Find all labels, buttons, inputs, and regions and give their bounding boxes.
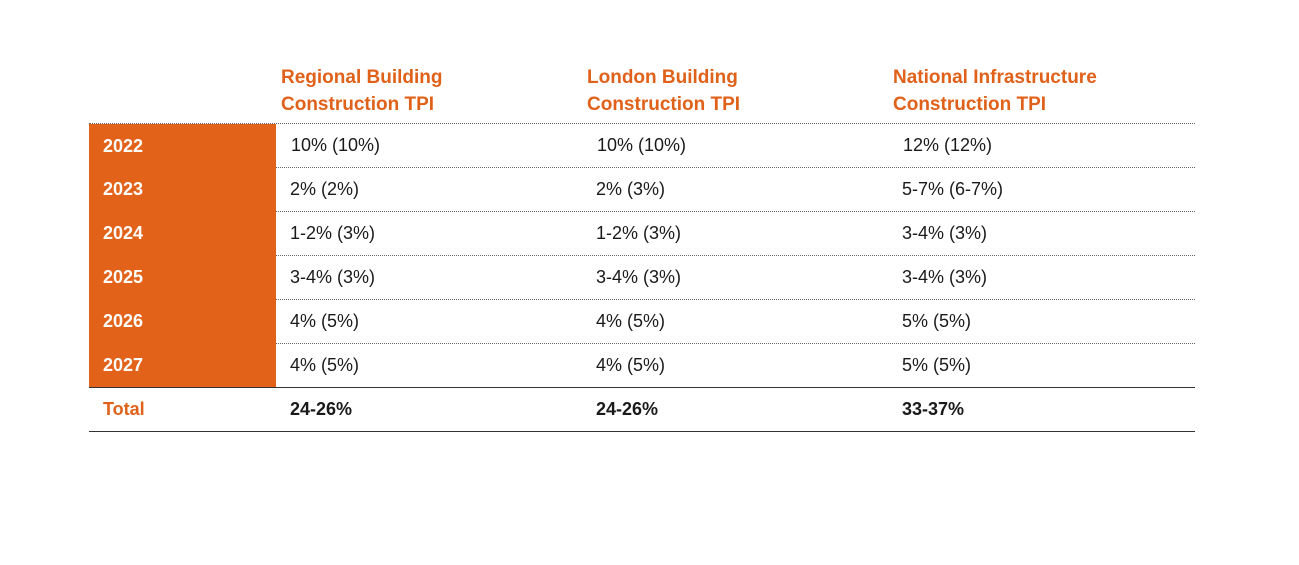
column-header-line: Construction TPI: [281, 94, 435, 115]
year-cell: 2023: [89, 167, 276, 212]
value-cell: 5-7% (6-7%): [902, 179, 1004, 199]
table-row: 2023 2% (2%) 2% (3%) 5-7% (6-7%): [89, 167, 1195, 212]
value-cell: 3-4% (3%): [596, 267, 682, 287]
value-cell: 4% (5%): [596, 311, 666, 331]
value-cell: 1-2% (3%): [290, 223, 376, 243]
value-cell: 2% (3%): [596, 179, 666, 199]
column-header-regional-building: Regional Building Construction TPI: [281, 64, 571, 118]
total-value: 24-26%: [290, 399, 353, 419]
table-row: 2027 4% (5%) 4% (5%) 5% (5%): [89, 343, 1195, 388]
value-cell: 3-4% (3%): [290, 267, 376, 287]
column-header-line: London Building: [587, 67, 738, 88]
table-row: 2026 4% (5%) 4% (5%) 5% (5%): [89, 299, 1195, 344]
column-header-national-infrastructure: National Infrastructure Construction TPI: [893, 64, 1183, 118]
table-header-row: Regional Building Construction TPI Londo…: [89, 60, 1195, 123]
total-row: Total 24-26% 24-26% 33-37%: [89, 387, 1195, 432]
value-cell: 10% (10%): [291, 135, 381, 155]
year-cell: 2024: [89, 211, 276, 256]
value-cell: 5% (5%): [902, 355, 972, 375]
value-cell: 5% (5%): [902, 311, 972, 331]
column-header-line: Regional Building: [281, 67, 443, 88]
value-cell: 4% (5%): [290, 355, 360, 375]
year-cell: 2025: [89, 255, 276, 300]
year-cell: 2022: [89, 124, 276, 168]
column-header-line: Construction TPI: [893, 94, 1047, 115]
value-cell: 12% (12%): [903, 135, 993, 155]
value-cell: 3-4% (3%): [902, 223, 988, 243]
year-cell: 2027: [89, 343, 276, 388]
column-header-line: Construction TPI: [587, 94, 741, 115]
total-label: Total: [103, 399, 145, 419]
value-cell: 2% (2%): [290, 179, 360, 199]
value-cell: 4% (5%): [290, 311, 360, 331]
value-cell: 1-2% (3%): [596, 223, 682, 243]
value-cell: 4% (5%): [596, 355, 666, 375]
table-row: 2024 1-2% (3%) 1-2% (3%) 3-4% (3%): [89, 211, 1195, 256]
table-body: 2022 10% (10%) 10% (10%) 12% (12%) 2023 …: [89, 123, 1195, 388]
value-cell: 3-4% (3%): [902, 267, 988, 287]
column-header-line: National Infrastructure: [893, 67, 1097, 88]
table-row: 2025 3-4% (3%) 3-4% (3%) 3-4% (3%): [89, 255, 1195, 300]
tpi-forecast-table: Regional Building Construction TPI Londo…: [89, 60, 1195, 432]
total-value: 33-37%: [902, 399, 965, 419]
value-cell: 10% (10%): [597, 135, 687, 155]
column-header-london-building: London Building Construction TPI: [587, 64, 877, 118]
year-cell: 2026: [89, 299, 276, 344]
total-value: 24-26%: [596, 399, 659, 419]
table-row: 2022 10% (10%) 10% (10%) 12% (12%): [89, 124, 1195, 168]
